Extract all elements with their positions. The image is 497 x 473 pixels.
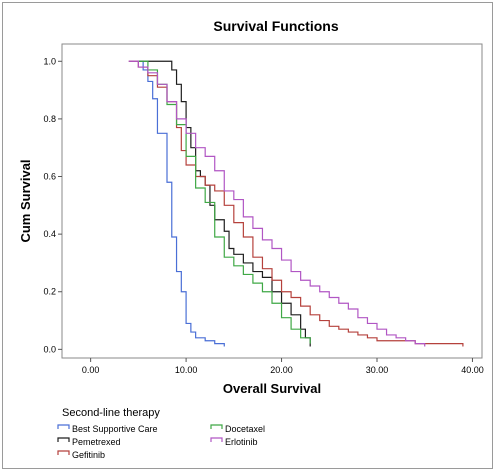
y-tick-label: 0.0 <box>43 344 56 354</box>
legend-swatch-docetaxel <box>210 424 223 429</box>
legend-label-docetaxel: Docetaxel <box>225 424 265 434</box>
legend-label-best-supportive-care: Best Supportive Care <box>72 424 158 434</box>
x-tick-label: 10.00 <box>175 365 198 375</box>
legend-label-erlotinib: Erlotinib <box>225 437 258 447</box>
legend-label-gefitinib: Gefitinib <box>72 450 105 460</box>
series-line-best-supportive-care <box>128 60 225 347</box>
series-line-erlotinib <box>128 60 426 347</box>
x-tick-label: 0.00 <box>82 365 100 375</box>
y-axis-label: Cum Survival <box>18 159 33 242</box>
plot-area <box>61 43 483 359</box>
series-line-docetaxel <box>138 60 311 344</box>
x-axis: 0.00 10.00 20.00 30.00 40.00 <box>82 358 484 375</box>
x-tick-label: 30.00 <box>366 365 389 375</box>
y-tick-label: 0.2 <box>43 287 56 297</box>
x-tick-label: 20.00 <box>270 365 293 375</box>
y-tick-label: 0.8 <box>43 114 56 124</box>
y-tick-label: 0.4 <box>43 229 56 239</box>
y-axis: 0.0 0.2 0.4 0.6 0.8 1.0 <box>43 56 62 354</box>
series-line-gefitinib <box>128 60 464 347</box>
legend-swatch-gefitinib <box>57 450 70 455</box>
series-layer <box>128 60 464 347</box>
legend-swatch-erlotinib <box>210 437 223 442</box>
x-tick-label: 40.00 <box>461 365 484 375</box>
series-line-pemetrexed <box>138 60 311 347</box>
legend-swatch-pemetrexed <box>57 437 70 442</box>
legend-title: Second-line therapy <box>62 407 160 419</box>
chart-title: Survival Functions <box>213 18 338 34</box>
y-tick-label: 1.0 <box>43 56 56 66</box>
legend: Best Supportive Care Docetaxel Pemetrexed E… <box>57 424 265 460</box>
y-tick-label: 0.6 <box>43 172 56 182</box>
legend-label-pemetrexed: Pemetrexed <box>72 437 121 447</box>
x-axis-label: Overall Survival <box>223 381 321 396</box>
legend-swatch-best-supportive-care <box>57 424 70 429</box>
